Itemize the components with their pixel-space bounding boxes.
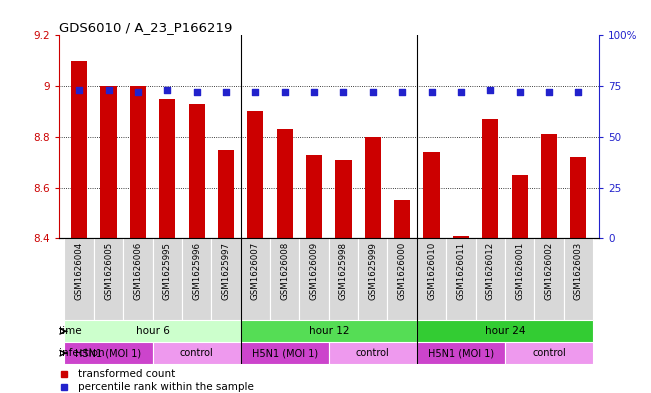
Text: GSM1626008: GSM1626008 (280, 242, 289, 300)
Bar (241, 320, 417, 342)
Bar (306, 154, 322, 239)
Bar (218, 150, 234, 239)
Point (339, 89, 349, 95)
Text: GSM1626004: GSM1626004 (75, 242, 83, 300)
Text: time: time (59, 326, 83, 336)
Bar (189, 104, 204, 239)
Point (397, 89, 408, 95)
Text: GSM1626012: GSM1626012 (486, 242, 495, 300)
Bar (329, 342, 417, 364)
Bar (241, 239, 270, 320)
Text: H5N1 (MOI 1): H5N1 (MOI 1) (252, 348, 318, 358)
Text: hour 12: hour 12 (309, 326, 349, 336)
Bar (541, 134, 557, 239)
Bar (152, 239, 182, 320)
Point (309, 89, 319, 95)
Bar (241, 342, 329, 364)
Bar (417, 239, 446, 320)
Bar (482, 119, 499, 239)
Bar (335, 160, 352, 239)
Bar (123, 239, 152, 320)
Text: GSM1626003: GSM1626003 (574, 242, 583, 300)
Bar (329, 239, 358, 320)
Bar (277, 129, 293, 239)
Text: GDS6010 / A_23_P166219: GDS6010 / A_23_P166219 (59, 21, 232, 34)
Text: hour 6: hour 6 (135, 326, 169, 336)
Bar (453, 236, 469, 239)
Bar (71, 61, 87, 239)
Bar (505, 239, 534, 320)
Point (191, 89, 202, 95)
Text: GSM1626007: GSM1626007 (251, 242, 260, 300)
Text: GSM1626011: GSM1626011 (456, 242, 465, 300)
Bar (299, 239, 329, 320)
Bar (365, 137, 381, 239)
Text: GSM1625998: GSM1625998 (339, 242, 348, 299)
Bar (394, 200, 410, 239)
Point (573, 89, 583, 95)
Point (162, 87, 173, 93)
Bar (417, 342, 505, 364)
Text: control: control (356, 348, 390, 358)
Point (74, 87, 85, 93)
Text: GSM1626000: GSM1626000 (398, 242, 407, 300)
Bar (423, 152, 439, 239)
Point (221, 89, 231, 95)
Bar (387, 239, 417, 320)
Bar (247, 112, 264, 239)
Point (133, 89, 143, 95)
Point (544, 89, 554, 95)
Point (485, 87, 495, 93)
Bar (94, 239, 123, 320)
Text: GSM1625995: GSM1625995 (163, 242, 172, 299)
Point (514, 89, 525, 95)
Text: GSM1626010: GSM1626010 (427, 242, 436, 300)
Point (368, 89, 378, 95)
Bar (446, 239, 476, 320)
Bar (130, 86, 146, 239)
Bar (512, 175, 528, 239)
Text: GSM1625996: GSM1625996 (192, 242, 201, 299)
Point (456, 89, 466, 95)
Text: GSM1626002: GSM1626002 (544, 242, 553, 300)
Bar (159, 99, 175, 239)
Bar (212, 239, 241, 320)
Text: H5N1 (MOI 1): H5N1 (MOI 1) (428, 348, 494, 358)
Text: GSM1626006: GSM1626006 (133, 242, 143, 300)
Text: H5N1 (MOI 1): H5N1 (MOI 1) (76, 348, 141, 358)
Bar (100, 86, 117, 239)
Bar (417, 320, 593, 342)
Text: GSM1625999: GSM1625999 (368, 242, 378, 299)
Text: infection: infection (59, 348, 105, 358)
Bar (564, 239, 593, 320)
Point (250, 89, 260, 95)
Bar (182, 239, 212, 320)
Text: GSM1626005: GSM1626005 (104, 242, 113, 300)
Text: control: control (180, 348, 214, 358)
Point (279, 89, 290, 95)
Text: GSM1625997: GSM1625997 (221, 242, 230, 299)
Bar (358, 239, 387, 320)
Point (426, 89, 437, 95)
Bar (570, 157, 587, 239)
Text: GSM1626001: GSM1626001 (515, 242, 524, 300)
Text: hour 24: hour 24 (485, 326, 525, 336)
Bar (270, 239, 299, 320)
Text: transformed count: transformed count (77, 369, 174, 379)
Bar (64, 320, 241, 342)
Bar (64, 239, 94, 320)
Point (104, 87, 114, 93)
Bar (534, 239, 564, 320)
Text: percentile rank within the sample: percentile rank within the sample (77, 382, 253, 391)
Text: control: control (532, 348, 566, 358)
Bar (64, 342, 152, 364)
Bar (476, 239, 505, 320)
Text: GSM1626009: GSM1626009 (310, 242, 318, 300)
Bar (505, 342, 593, 364)
Bar (152, 342, 241, 364)
